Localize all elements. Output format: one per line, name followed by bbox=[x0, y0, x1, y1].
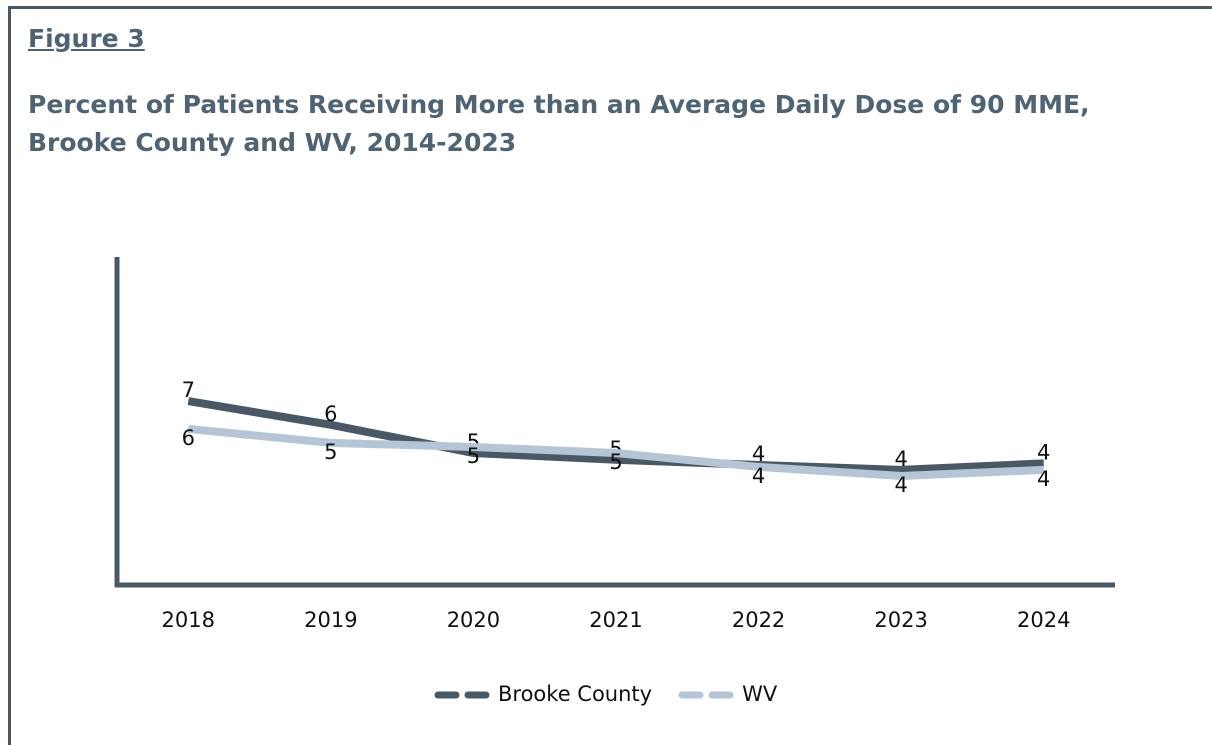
figure-label: Figure 3 bbox=[28, 24, 145, 53]
data-label: 5 bbox=[467, 444, 480, 468]
x-tick-label: 2018 bbox=[162, 608, 215, 632]
data-label: 4 bbox=[752, 442, 765, 466]
chart-title: Percent of Patients Receiving More than … bbox=[28, 90, 1090, 157]
legend-label: WV bbox=[742, 682, 778, 706]
x-tick-label: 2023 bbox=[874, 608, 927, 632]
x-tick-label: 2022 bbox=[732, 608, 785, 632]
data-label: 4 bbox=[1037, 440, 1050, 464]
data-label: 4 bbox=[752, 464, 765, 488]
data-label: 5 bbox=[609, 450, 622, 474]
x-tick-label: 2021 bbox=[589, 608, 642, 632]
x-tick-label: 2020 bbox=[447, 608, 500, 632]
data-label: 4 bbox=[894, 447, 907, 471]
data-label: 6 bbox=[324, 402, 337, 426]
legend-label: Brooke County bbox=[498, 682, 652, 706]
frame bbox=[8, 6, 1212, 745]
data-label: 7 bbox=[182, 378, 195, 402]
data-label: 6 bbox=[182, 426, 195, 450]
x-tick-label: 2024 bbox=[1017, 608, 1070, 632]
data-label: 4 bbox=[894, 473, 907, 497]
series-line bbox=[187, 424, 1044, 480]
series-line bbox=[187, 397, 1044, 474]
data-label: 5 bbox=[324, 440, 337, 464]
data-label: 4 bbox=[1037, 467, 1050, 491]
x-tick-label: 2019 bbox=[304, 608, 357, 632]
